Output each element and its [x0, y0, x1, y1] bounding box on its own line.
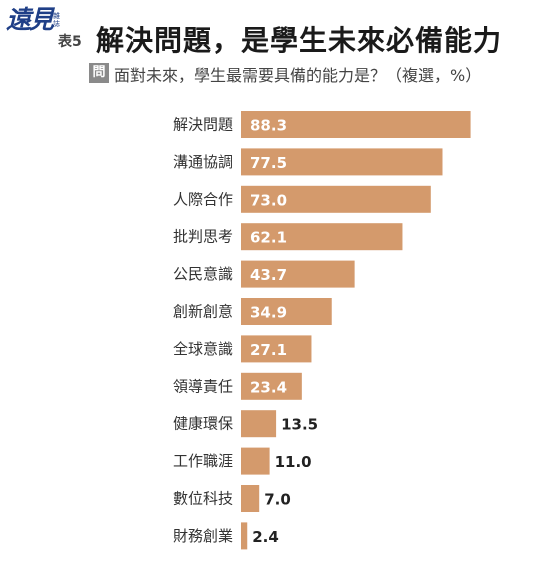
- category-label: 工作職涯: [173, 452, 233, 470]
- bar: [241, 148, 443, 176]
- logo-text: 遠見: [6, 5, 54, 34]
- category-label: 解決問題: [173, 116, 233, 134]
- table-number: 表5: [58, 34, 82, 50]
- value-label: 2.4: [252, 528, 279, 546]
- category-label: 全球意識: [173, 340, 233, 358]
- category-label: 數位科技: [173, 490, 233, 508]
- bar: [241, 111, 471, 138]
- bar: [241, 447, 270, 475]
- value-label: 7.0: [264, 491, 291, 509]
- value-label: 88.3: [250, 117, 287, 135]
- survey-question: 面對未來，學生最需要具備的能力是？（複選，%）: [114, 66, 482, 85]
- value-label: 34.9: [250, 304, 287, 322]
- category-label: 批判思考: [173, 228, 233, 246]
- logo-subtext: 雜誌: [53, 12, 60, 28]
- category-label: 公民意識: [173, 265, 233, 283]
- bar: [241, 410, 277, 438]
- bar: [241, 485, 260, 512]
- value-label: 11.0: [275, 453, 312, 471]
- bar: [241, 223, 403, 251]
- value-label: 27.1: [250, 341, 287, 359]
- category-label: 財務創業: [173, 527, 233, 545]
- category-label: 人際合作: [173, 190, 233, 208]
- value-label: 43.7: [250, 266, 287, 284]
- value-label: 62.1: [250, 229, 287, 247]
- value-label: 73.0: [250, 191, 287, 209]
- bar: [241, 185, 431, 213]
- bar: [241, 522, 248, 550]
- category-label: 創新創意: [173, 303, 233, 321]
- value-label: 13.5: [281, 416, 318, 434]
- bar: [241, 298, 332, 325]
- bar: [241, 260, 355, 288]
- bar: [241, 335, 312, 363]
- category-label: 健康環保: [173, 415, 233, 433]
- chart-title: 解決問題，是學生未來必備能力: [96, 24, 503, 57]
- value-label: 23.4: [250, 378, 287, 396]
- question-badge: 問: [89, 63, 109, 83]
- magazine-logo: 遠見 雜誌: [6, 4, 66, 38]
- bar: [241, 372, 302, 400]
- category-label: 溝通協調: [173, 153, 233, 171]
- category-label: 領導責任: [173, 377, 233, 395]
- value-label: 77.5: [250, 154, 287, 172]
